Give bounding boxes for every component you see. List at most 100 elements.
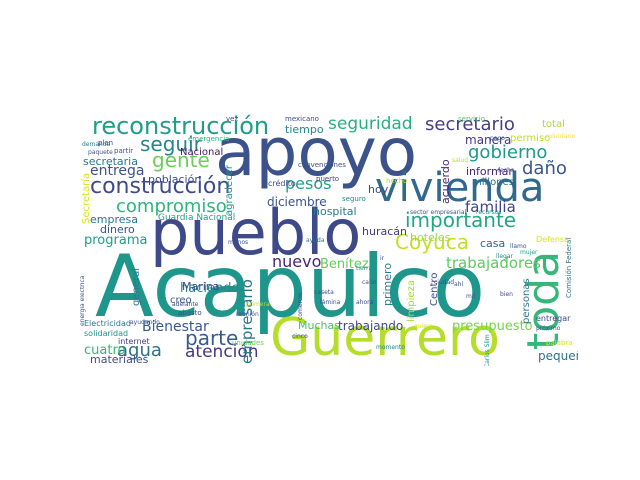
cloud-word: fecha	[498, 167, 515, 174]
cloud-word: compromiso	[116, 196, 227, 217]
cloud-word: programa	[84, 233, 148, 248]
cloud-word: población	[148, 173, 202, 186]
cloud-word: plan	[98, 139, 114, 147]
cloud-word: palabra	[546, 339, 573, 347]
cloud-word: agradecer	[224, 165, 235, 216]
cloud-word: próximo	[536, 325, 561, 332]
cloud-word: Acapulco	[95, 237, 486, 337]
cloud-word: general	[131, 267, 142, 306]
cloud-word: mujer	[520, 249, 538, 256]
cloud-word: informar	[466, 165, 513, 178]
cloud-word: partir	[114, 147, 134, 155]
cloud-word: servicio	[458, 115, 485, 123]
cloud-word: casa	[480, 237, 506, 250]
cloud-word: hoy	[368, 183, 389, 196]
cloud-word: apoyo	[215, 114, 418, 191]
cloud-word: ahí	[454, 281, 464, 288]
cloud-word: Benítez	[320, 257, 369, 272]
cloud-word: Guerrero	[270, 308, 500, 366]
cloud-word: cinco	[292, 333, 308, 340]
cloud-word: Bienestar	[142, 319, 209, 335]
cloud-word: empresa	[90, 213, 138, 226]
cloud-word: seguro	[342, 195, 366, 203]
cloud-word: crédito	[268, 179, 296, 188]
cloud-word: nuevo	[272, 252, 322, 271]
cloud-word: daño	[522, 158, 567, 179]
cloud-word: menos	[228, 239, 249, 246]
cloud-word: Guardia Nacional	[158, 213, 236, 223]
cloud-word: total	[542, 119, 565, 130]
cloud-word: voluntario	[545, 133, 576, 140]
cloud-word: ahora	[356, 299, 374, 306]
cloud-word: gente	[152, 148, 210, 172]
cloud-word: internet	[118, 337, 150, 346]
cloud-word: importante	[405, 208, 517, 232]
cloud-word: llamo	[510, 243, 527, 250]
cloud-word: Marina	[182, 280, 220, 293]
cloud-word: pesos	[285, 174, 332, 193]
cloud-word: ayuda	[306, 237, 325, 244]
cloud-word: energía eléctrica	[80, 275, 86, 326]
word-cloud: Acapulco apoyo pueblo Guerrero vivienda …	[80, 114, 578, 366]
cloud-word: vez	[226, 115, 239, 123]
cloud-word: cuatro	[84, 343, 126, 358]
cloud-word: recursos	[476, 209, 502, 216]
cloud-word: empresario	[238, 279, 256, 364]
cloud-word: cabo	[362, 279, 377, 286]
cloud-word: ciudad	[434, 279, 455, 286]
cloud-word: pago	[490, 135, 505, 142]
cloud-word: Secretaría	[81, 172, 92, 224]
cloud-word: atención	[185, 342, 259, 362]
cloud-word: paquete	[88, 149, 113, 156]
cloud-word: Centro	[429, 272, 440, 306]
cloud-word: creo	[170, 295, 192, 306]
cloud-word: ayudando	[130, 319, 160, 326]
cloud-word: pequeño	[538, 349, 578, 363]
cloud-word: trabajadores	[446, 254, 541, 272]
cloud-word: primero	[381, 262, 394, 306]
cloud-word: secretaria	[83, 155, 138, 168]
cloud-word: solidaridad	[84, 329, 129, 338]
cloud-word: hoteles	[410, 231, 451, 244]
cloud-word: mil	[466, 293, 476, 300]
cloud-word: permiso	[510, 133, 551, 144]
cloud-word: materiales	[90, 353, 149, 366]
cloud-word: reunión	[236, 311, 259, 318]
cloud-word: momento	[376, 344, 405, 351]
cloud-word: familia	[465, 198, 516, 216]
cloud-word: seguridad	[328, 114, 413, 134]
cloud-word: Nacional	[180, 147, 224, 158]
cloud-word: Electricidad	[84, 319, 131, 328]
cloud-word: convenciones	[298, 161, 346, 169]
cloud-word: bien	[500, 291, 513, 298]
cloud-word: parte	[185, 326, 239, 350]
cloud-word: millones	[472, 177, 514, 188]
cloud-word: Comisión Federal	[565, 237, 573, 298]
cloud-word: hecho	[386, 177, 408, 185]
cloud-word: sector empresarial	[410, 209, 467, 216]
cloud-word: adelante	[172, 301, 199, 308]
cloud-word: seguir	[140, 132, 202, 156]
cloud-word: huracán	[362, 225, 407, 238]
cloud-word: emergencia	[188, 135, 230, 143]
cloud-word: lámina	[320, 299, 341, 306]
cloud-word: Coyuca	[395, 230, 469, 254]
cloud-word: reconstrucción	[92, 114, 270, 140]
cloud-word: gobierno	[468, 142, 548, 163]
cloud-word: presupuesto	[452, 319, 533, 334]
cloud-word: Carlos Slim	[484, 334, 491, 366]
cloud-word: caseta	[314, 289, 334, 296]
cloud-word: comercio	[297, 292, 304, 320]
cloud-word: personas	[521, 278, 532, 324]
cloud-word: quiero	[414, 323, 433, 330]
cloud-word: demanda	[82, 141, 111, 148]
cloud-word: abasto	[178, 309, 202, 317]
cloud-word: pueblo	[150, 196, 362, 269]
cloud-word: ir	[380, 255, 385, 262]
cloud-word: Muchas	[298, 319, 340, 332]
cloud-word: secretario	[425, 114, 515, 135]
cloud-word: acuerdo	[439, 159, 452, 204]
cloud-word: unidades	[232, 339, 264, 347]
cloud-word: mexicano	[285, 115, 319, 123]
cloud-word: vivienda	[375, 165, 545, 211]
